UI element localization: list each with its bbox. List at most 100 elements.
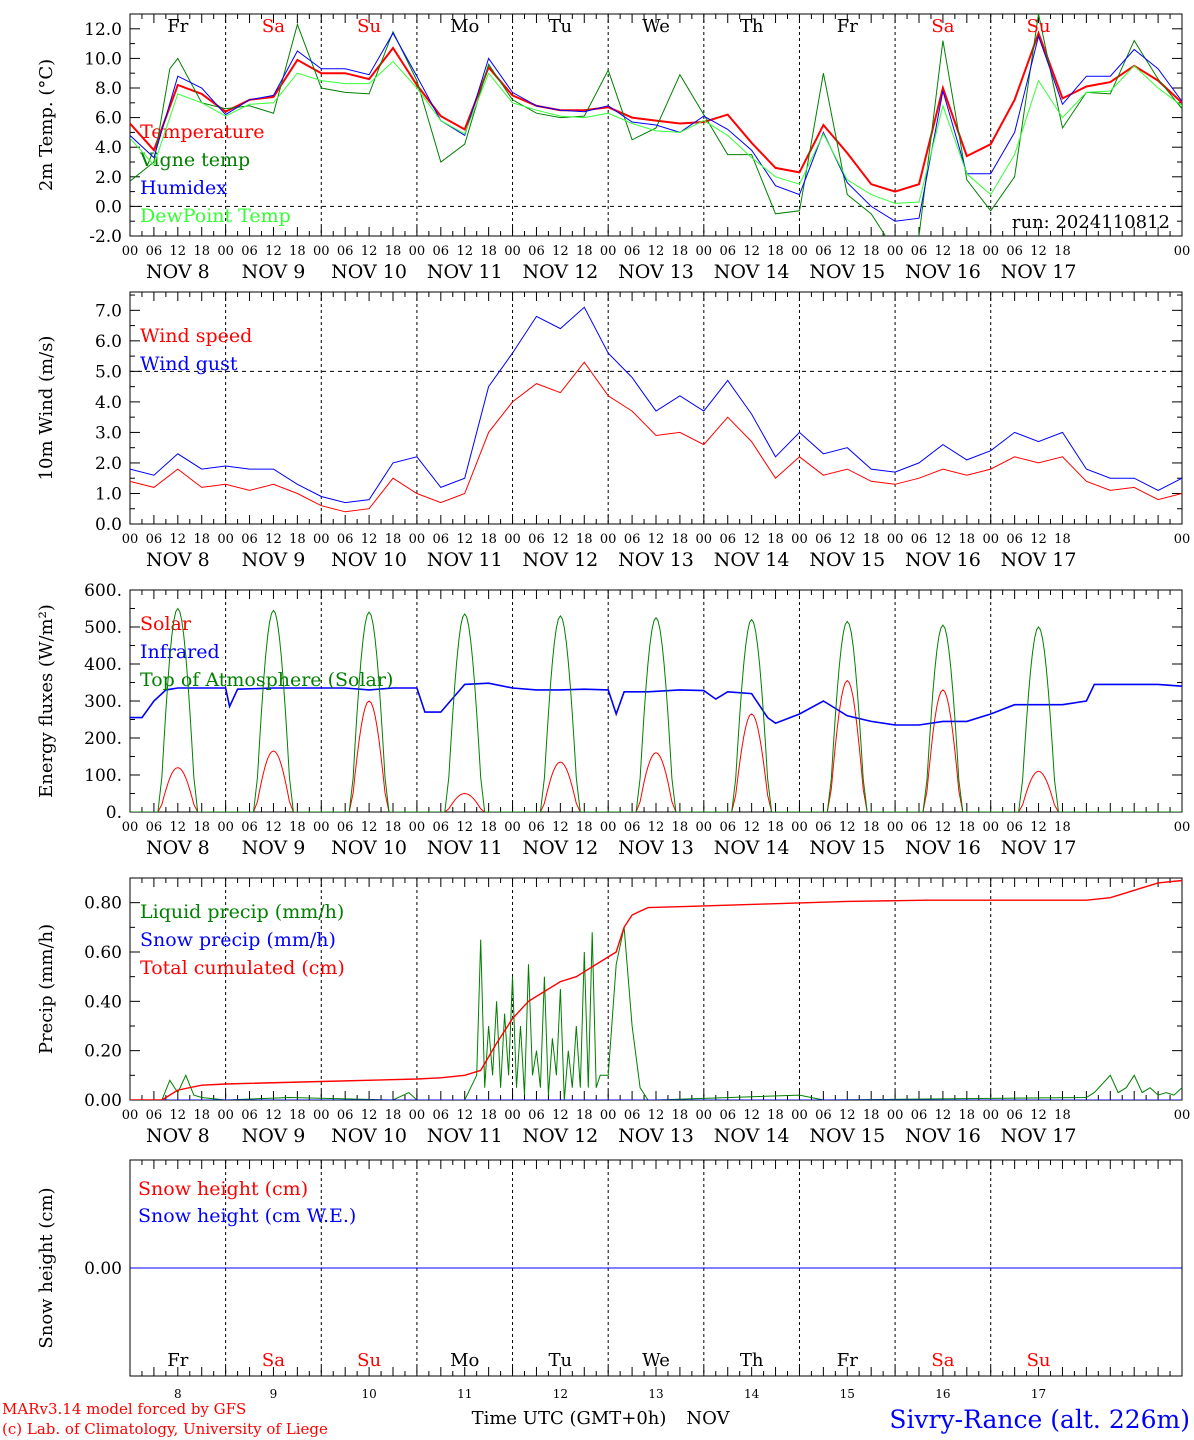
hour-tick-label: 18	[480, 820, 497, 835]
hour-tick-label: 18	[1054, 820, 1071, 835]
y-tick-label: 7.0	[95, 301, 122, 321]
date-label: NOV 11	[427, 837, 503, 859]
hour-tick-label: 00	[409, 532, 426, 547]
hour-tick-label: 06	[241, 820, 258, 835]
y-axis-label: Energy fluxes (W/m²)	[36, 604, 57, 798]
date-label: NOV 16	[905, 1125, 981, 1147]
footer-lab-credit: (c) Lab. of Climatology, University of L…	[2, 1420, 328, 1438]
hour-tick-label: 12	[361, 244, 378, 259]
y-tick-label: 2.0	[95, 454, 122, 474]
hour-tick-label: 18	[385, 532, 402, 547]
hour-tick-label: 12	[552, 532, 569, 547]
y-tick-label: 0.00	[84, 1259, 122, 1279]
series-line-solar	[130, 679, 1182, 812]
hour-tick-label: 00	[696, 820, 713, 835]
y-tick-label: 8.0	[95, 79, 122, 99]
hour-tick-label: 06	[815, 1108, 832, 1123]
hour-tick-label: 00	[122, 532, 139, 547]
hour-tick-label: 18	[959, 532, 976, 547]
series-line-dewpoint-temp	[130, 60, 1182, 204]
y-tick-label: 0.0	[95, 197, 122, 217]
date-label: NOV 15	[809, 837, 885, 859]
day-of-week-label: Su	[1027, 1350, 1051, 1371]
hour-tick-label: 12	[1030, 244, 1047, 259]
hour-tick-label: 18	[672, 1108, 689, 1123]
day-of-week-label: Sa	[931, 16, 954, 37]
date-label: NOV 8	[146, 1125, 210, 1147]
day-of-week-label: Mo	[450, 16, 479, 37]
date-label: NOV 17	[1001, 261, 1077, 283]
hour-tick-label: 00	[217, 820, 234, 835]
hour-tick-label: 00	[887, 532, 904, 547]
date-label: NOV 12	[522, 1125, 598, 1147]
hour-tick-label: 06	[528, 532, 545, 547]
legend-entry: Humidex	[140, 177, 227, 199]
panel-5: 0.00 Snow height (cm) Snow height (cm) Snow…	[36, 1159, 1183, 1401]
hour-tick-label: 00	[122, 1108, 139, 1123]
legend-entry: Snow precip (mm/h)	[140, 929, 336, 951]
hour-tick-label: 18	[193, 1108, 210, 1123]
date-label: NOV 17	[1001, 1125, 1077, 1147]
hour-tick-label: 06	[719, 244, 736, 259]
date-label: NOV 13	[618, 549, 694, 571]
hour-tick-label: 18	[672, 532, 689, 547]
hour-tick-label: 00	[982, 532, 999, 547]
hour-tick-label: 12	[935, 532, 952, 547]
date-label: NOV 16	[905, 837, 981, 859]
panel-2: 0.0 1.0 2.0 3.0 4.0 5.0 6.0 7.0 10m Wind (m/s) Wi…	[36, 291, 1190, 571]
hour-tick-label: 06	[911, 1108, 928, 1123]
hour-tick-label: 00	[313, 532, 330, 547]
hour-tick-label: 00	[1174, 1108, 1191, 1123]
hour-tick-label: 06	[146, 1108, 163, 1123]
hour-tick-label: 18	[289, 1108, 306, 1123]
station-title: Sivry-Rance (alt. 226m)	[889, 1405, 1190, 1434]
y-tick-label: 0.60	[84, 943, 122, 963]
hour-tick-label: 18	[385, 244, 402, 259]
legend-entry: Vigne temp	[139, 149, 250, 171]
hour-tick-label: 06	[433, 820, 450, 835]
hour-tick-label: 18	[193, 244, 210, 259]
hour-tick-label: 06	[433, 532, 450, 547]
hour-tick-label: 18	[576, 532, 593, 547]
day-number-label: 10	[361, 1387, 376, 1401]
footer-model-credit: MARv3.14 model forced by GFS	[2, 1400, 246, 1418]
hour-tick-label: 00	[1174, 820, 1191, 835]
hour-tick-label: 00	[409, 1108, 426, 1123]
hour-tick-label: 18	[193, 532, 210, 547]
hour-tick-label: 06	[815, 244, 832, 259]
date-label: NOV 11	[427, 1125, 503, 1147]
hour-tick-label: 12	[743, 532, 760, 547]
hour-tick-label: 12	[265, 532, 282, 547]
y-tick-label: 600.	[84, 581, 122, 601]
day-of-week-label: Mo	[450, 1350, 479, 1371]
legend-entry: Solar	[140, 613, 192, 635]
y-tick-label: 0.0	[95, 515, 122, 535]
hour-tick-label: 00	[791, 244, 808, 259]
series-line-wind-speed	[130, 361, 1182, 513]
date-label: NOV 15	[809, 261, 885, 283]
panel-3: 0. 100. 200. 300. 400. 500. 600. Energy fluxes …	[36, 581, 1190, 859]
hour-tick-label: 06	[337, 244, 354, 259]
x-axis-label: Time UTC (GMT+0h)	[472, 1408, 667, 1429]
hour-tick-label: 12	[839, 820, 856, 835]
legend-entry: DewPoint Temp	[140, 205, 291, 227]
date-label: NOV 16	[905, 261, 981, 283]
y-tick-label: 4.0	[95, 393, 122, 413]
hour-tick-label: 18	[863, 532, 880, 547]
y-axis-label: Snow height (cm)	[36, 1187, 57, 1348]
hour-tick-label: 18	[767, 1108, 784, 1123]
hour-tick-label: 00	[696, 1108, 713, 1123]
hour-tick-label: 18	[385, 1108, 402, 1123]
day-of-week-label: Sa	[262, 1350, 285, 1371]
day-of-week-label: We	[642, 1350, 670, 1371]
hour-tick-label: 00	[696, 244, 713, 259]
hour-tick-label: 00	[122, 244, 139, 259]
date-label: NOV 13	[618, 261, 694, 283]
date-label: NOV 17	[1001, 837, 1077, 859]
hour-tick-label: 06	[911, 820, 928, 835]
hour-tick-label: 12	[265, 820, 282, 835]
y-tick-label: 0.20	[84, 1042, 122, 1062]
hour-tick-label: 00	[313, 1108, 330, 1123]
date-label: NOV 15	[809, 549, 885, 571]
